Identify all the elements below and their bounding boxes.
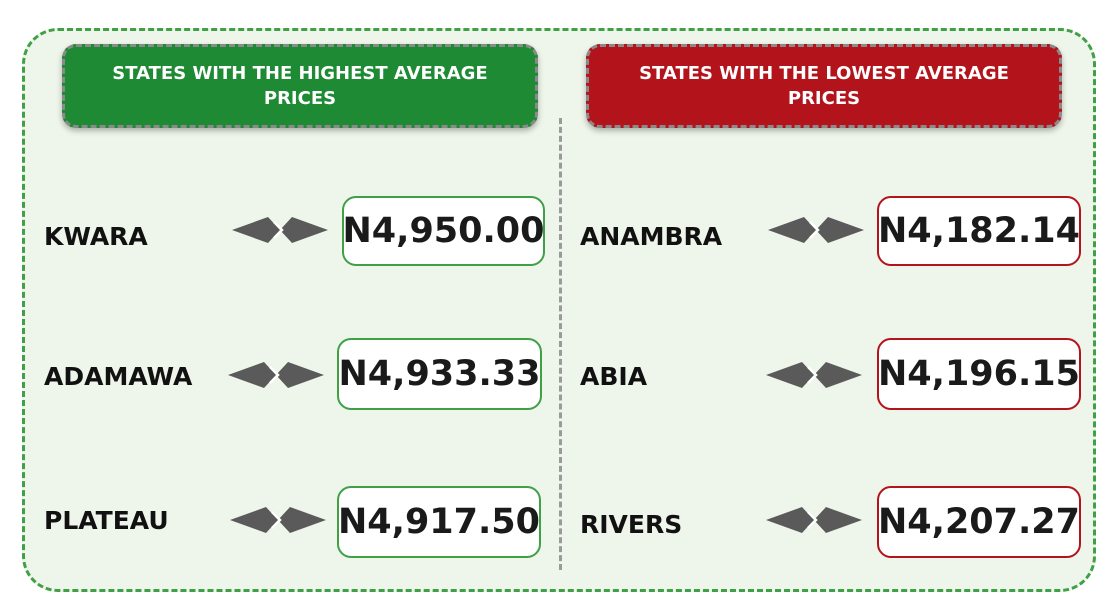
state-name: KWARA (44, 222, 148, 251)
double-arrow-icon (766, 362, 862, 388)
highest-prices-header: STATES WITH THE HIGHEST AVERAGE PRICES (62, 44, 538, 128)
double-arrow-icon (766, 507, 862, 533)
double-arrow-icon (230, 507, 326, 533)
column-divider (559, 118, 562, 570)
price-box: N4,196.15 (877, 338, 1081, 410)
double-arrow-icon (768, 217, 864, 243)
double-arrow-icon (232, 217, 328, 243)
state-name: ANAMBRA (580, 222, 723, 251)
price-box: N4,917.50 (337, 486, 541, 558)
state-name: ADAMAWA (44, 362, 193, 391)
double-arrow-icon (228, 362, 324, 388)
price-box: N4,207.27 (877, 486, 1081, 558)
lowest-prices-header: STATES WITH THE LOWEST AVERAGE PRICES (586, 44, 1062, 128)
price-box: N4,933.33 (337, 338, 542, 410)
state-name: RIVERS (580, 510, 683, 539)
price-box: N4,950.00 (342, 196, 545, 266)
state-name: ABIA (580, 362, 648, 391)
price-box: N4,182.14 (877, 196, 1081, 266)
state-name: PLATEAU (44, 506, 169, 535)
